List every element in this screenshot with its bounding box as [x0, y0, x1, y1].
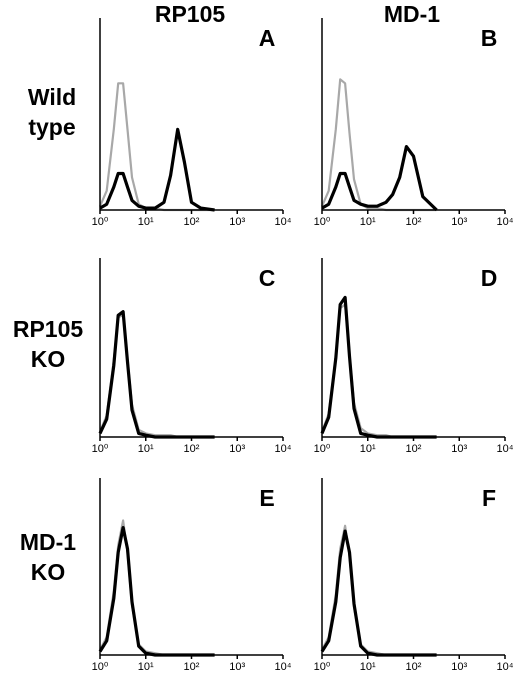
x-tick-label: 10¹: [360, 443, 376, 455]
row-label: MD-1: [20, 529, 76, 555]
histogram-line: [98, 82, 215, 212]
x-tick-label: 10⁰: [92, 661, 109, 673]
histogram-line: [320, 78, 437, 212]
column-title: MD-1: [384, 1, 440, 27]
x-tick-label: 10⁰: [92, 216, 109, 228]
panel-label: A: [259, 25, 276, 51]
x-tick-label: 10¹: [138, 661, 154, 673]
x-tick-label: 10³: [451, 216, 467, 228]
x-tick-label: 10²: [406, 661, 422, 673]
x-tick-label: 10²: [184, 216, 200, 228]
x-tick-label: 10⁴: [275, 661, 292, 673]
row-label: RP105: [13, 316, 84, 342]
x-tick-label: 10²: [184, 443, 200, 455]
x-tick-label: 10⁴: [497, 216, 514, 228]
x-tick-label: 10⁴: [497, 443, 514, 455]
histogram-line: [321, 145, 438, 212]
histogram-line: [99, 519, 215, 657]
x-tick-label: 10⁰: [314, 443, 331, 455]
x-tick-label: 10⁴: [275, 216, 292, 228]
histogram-line: [99, 127, 215, 212]
x-tick-label: 10³: [451, 443, 467, 455]
panel-label: D: [481, 265, 498, 291]
x-tick-label: 10¹: [360, 216, 376, 228]
x-tick-label: 10⁰: [314, 661, 331, 673]
x-tick-label: 10⁰: [314, 216, 331, 228]
panel-label: F: [482, 485, 496, 511]
x-tick-label: 10³: [229, 216, 245, 228]
x-tick-label: 10⁴: [497, 661, 514, 673]
x-tick-label: 10²: [184, 661, 200, 673]
panel-label: B: [481, 25, 498, 51]
x-tick-label: 10²: [406, 216, 422, 228]
x-tick-label: 10³: [451, 661, 467, 673]
x-tick-label: 10¹: [360, 661, 376, 673]
histogram-line: [321, 524, 437, 657]
row-label: KO: [31, 346, 66, 372]
row-label: Wild: [28, 84, 76, 110]
x-tick-label: 10¹: [138, 443, 154, 455]
x-tick-label: 10¹: [138, 216, 154, 228]
x-tick-label: 10⁴: [275, 443, 292, 455]
row-label: type: [28, 114, 75, 140]
panel-label: C: [259, 265, 276, 291]
column-title: RP105: [155, 1, 226, 27]
histogram-line: [320, 295, 437, 439]
panel-label: E: [259, 485, 274, 511]
x-tick-label: 10²: [406, 443, 422, 455]
row-label: KO: [31, 559, 66, 585]
x-tick-label: 10³: [229, 661, 245, 673]
x-tick-label: 10³: [229, 443, 245, 455]
histogram-line: [98, 310, 215, 439]
x-tick-label: 10⁰: [92, 443, 109, 455]
